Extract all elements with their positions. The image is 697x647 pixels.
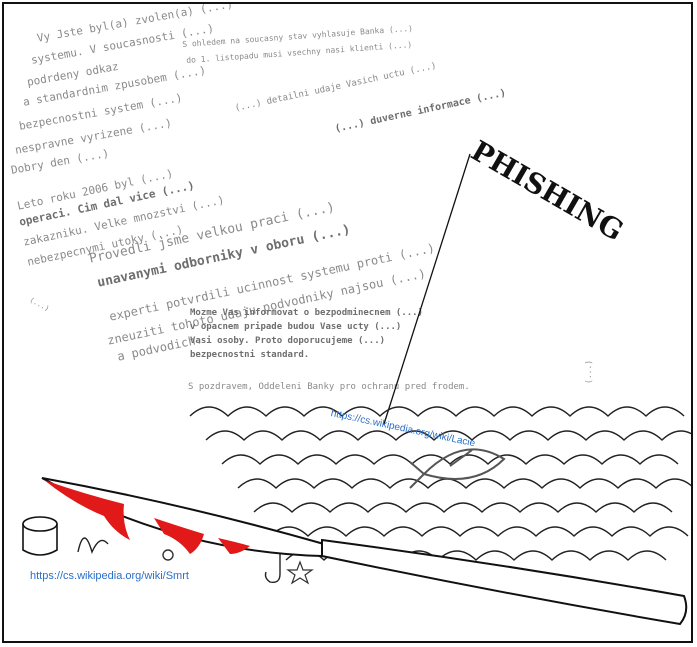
wave-line — [269, 526, 689, 537]
notice-paragraph-line: v opacnem pripade budou Vase ucty (...) — [190, 322, 402, 332]
wave-line — [189, 406, 685, 417]
at-doodle — [162, 549, 174, 561]
blood-stain — [44, 480, 130, 540]
collage-art — [22, 153, 691, 626]
star-icon — [286, 560, 314, 585]
signature-line: S pozdravem, Oddeleni Banky pro ochranu … — [188, 382, 470, 392]
wave-line — [253, 502, 673, 513]
hook-icon — [264, 546, 281, 584]
blood-stain — [218, 538, 250, 554]
cup-icon — [22, 516, 58, 556]
blood-stain — [154, 518, 204, 554]
squiggle-doodle — [77, 537, 109, 555]
notice-paragraph-line: Mozme Vas informovat o bezpodminecnem (.… — [190, 308, 423, 318]
wave-line — [237, 478, 691, 489]
water-waves — [189, 406, 691, 561]
notice-paragraph-line: Vasi osoby. Proto doporucujeme (...) — [190, 336, 386, 346]
wave-line — [205, 430, 691, 441]
wave-line — [221, 454, 679, 465]
fish-icon — [409, 448, 506, 489]
death-wiki-link[interactable]: https://cs.wikipedia.org/wiki/Smrt — [30, 570, 189, 582]
fishing-line — [383, 153, 471, 425]
notice-paragraph-line: bezpecnostni standard. — [190, 350, 310, 360]
knife-illustration — [41, 477, 688, 626]
